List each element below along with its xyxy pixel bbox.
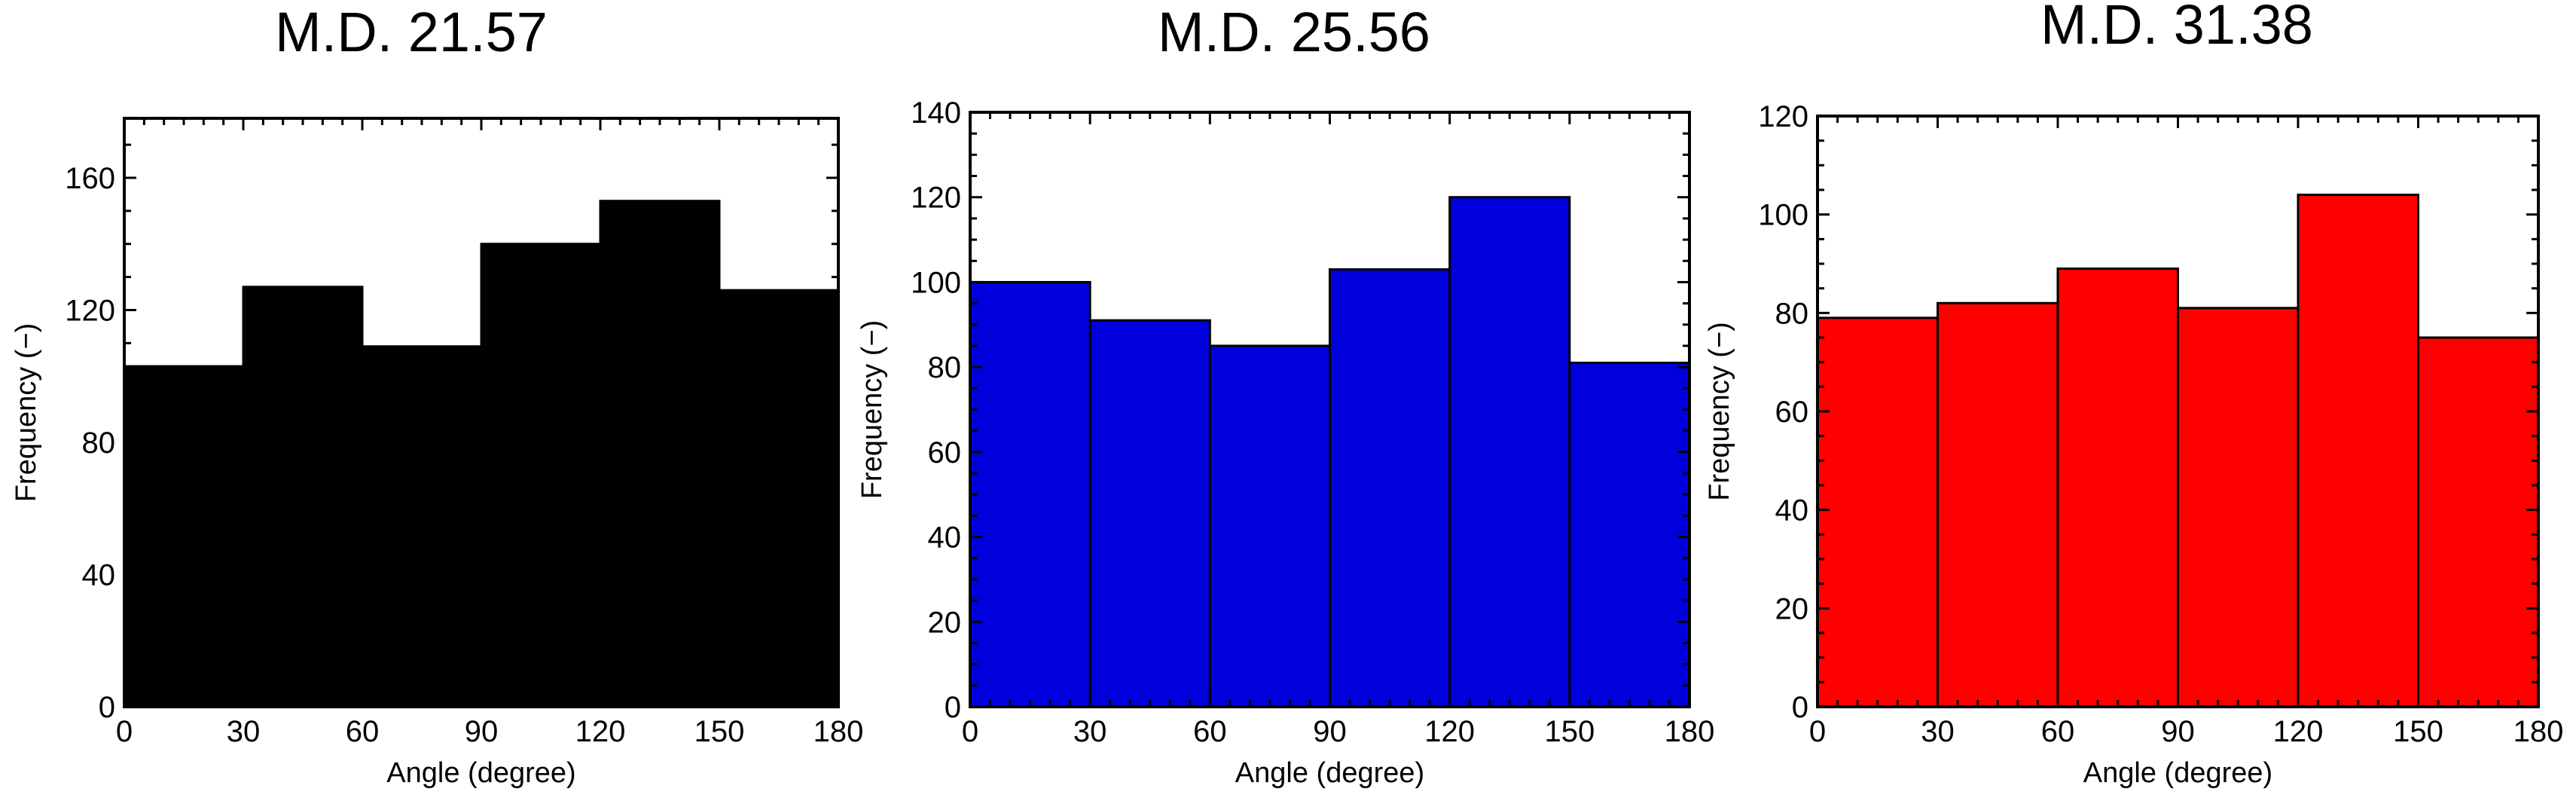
y-tick-label: 0 — [1792, 691, 1808, 724]
y-tick-label: 40 — [928, 521, 962, 555]
histogram-bar — [599, 200, 721, 708]
chart-title: M.D. 31.38 — [2040, 0, 2313, 56]
x-tick-label: 180 — [2513, 715, 2564, 748]
x-tick-label: 0 — [962, 715, 978, 748]
y-tick-label: 100 — [911, 266, 961, 299]
x-tick-label: 30 — [227, 715, 261, 748]
histogram-panel-1: M.D. 21.57 0 30 60 90 120 150 180 0 40 80 120 160 Ang… — [11, 1, 863, 789]
y-tick-label: 140 — [911, 96, 961, 130]
histogram-bar — [1329, 268, 1451, 708]
y-axis-label: Frequency (−) — [856, 320, 888, 500]
x-tick-label: 90 — [465, 715, 499, 748]
x-axis-label: Angle (degree) — [2083, 757, 2272, 789]
y-axis-label: Frequency (−) — [11, 323, 42, 503]
y-tick-label: 120 — [1758, 100, 1808, 133]
histogram-bar — [1448, 196, 1571, 708]
y-tick-label: 80 — [928, 351, 962, 384]
histogram-bar — [123, 365, 245, 708]
y-tick-label: 40 — [1775, 494, 1809, 527]
histogram-bar — [1816, 316, 1939, 708]
x-tick-label: 150 — [1544, 715, 1595, 748]
histogram-panel-2: M.D. 25.56 0 30 60 90 120 150 180 0 20 40 60 80 100 12… — [856, 1, 1714, 789]
y-tick-label: 80 — [82, 426, 116, 460]
histogram-bar — [361, 345, 483, 708]
histogram-bar — [2177, 307, 2300, 708]
histogram-bar — [718, 289, 840, 708]
x-tick-label: 0 — [1809, 715, 1826, 748]
x-tick-label: 60 — [1193, 715, 1227, 748]
x-tick-label: 120 — [575, 715, 626, 748]
x-tick-label: 150 — [2393, 715, 2443, 748]
y-tick-label: 120 — [911, 182, 961, 215]
histogram-panel-3: M.D. 31.38 0 30 60 90 120 150 180 0 20 40 60 80 100 12… — [1704, 0, 2563, 789]
x-tick-label: 60 — [346, 715, 380, 748]
y-axis-label: Frequency (−) — [1704, 322, 1735, 501]
y-tick-label: 100 — [1758, 199, 1808, 232]
x-tick-label: 120 — [1424, 715, 1475, 748]
histogram-bar — [2417, 336, 2540, 708]
y-tick-label: 160 — [65, 162, 115, 195]
histogram-bar — [2056, 267, 2179, 708]
x-tick-label: 0 — [116, 715, 133, 748]
histogram-bar — [1208, 344, 1332, 708]
histogram-bar — [1568, 362, 1691, 708]
histogram-bar — [2297, 194, 2419, 708]
x-tick-label: 30 — [1921, 715, 1955, 748]
x-tick-label: 180 — [813, 715, 864, 748]
y-tick-label: 120 — [65, 294, 115, 327]
x-tick-label: 120 — [2273, 715, 2324, 748]
x-tick-label: 90 — [1313, 715, 1347, 748]
x-tick-label: 30 — [1073, 715, 1107, 748]
y-tick-label: 80 — [1775, 297, 1809, 330]
y-tick-label: 60 — [928, 436, 962, 469]
x-tick-label: 60 — [2041, 715, 2075, 748]
x-tick-label: 180 — [1665, 715, 1715, 748]
histogram-bar — [1088, 319, 1211, 708]
y-tick-label: 20 — [928, 606, 962, 639]
y-tick-label: 40 — [82, 558, 116, 592]
x-tick-label: 90 — [2161, 715, 2195, 748]
y-tick-label: 60 — [1775, 396, 1809, 429]
histogram-bar — [969, 280, 1091, 708]
y-tick-label: 0 — [945, 691, 961, 724]
y-tick-label: 20 — [1775, 592, 1809, 625]
y-tick-label: 0 — [99, 691, 115, 724]
x-axis-label: Angle (degree) — [1235, 757, 1424, 789]
chart-title: M.D. 25.56 — [1158, 1, 1430, 63]
x-tick-label: 150 — [694, 715, 745, 748]
chart-title: M.D. 21.57 — [275, 1, 548, 63]
x-axis-label: Angle (degree) — [386, 757, 575, 789]
histogram-bar — [480, 243, 602, 708]
histogram-bar — [1937, 301, 2059, 708]
histogram-bar — [242, 286, 364, 708]
